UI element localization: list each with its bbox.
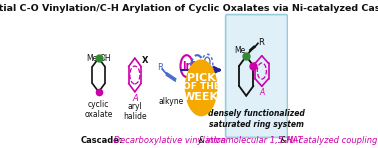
Text: densely functionalized
saturated ring system: densely functionalized saturated ring sy…: [208, 109, 305, 130]
FancyBboxPatch shape: [226, 15, 287, 137]
Text: intramolecular 1,5-HAT: intramolecular 1,5-HAT: [206, 136, 302, 145]
Text: R: R: [259, 38, 264, 47]
Text: Ni: Ni: [191, 61, 203, 71]
Text: &: &: [275, 136, 292, 145]
Text: Ir: Ir: [183, 61, 191, 71]
Text: alkyne: alkyne: [158, 97, 184, 106]
Text: aryl
halide: aryl halide: [123, 102, 147, 121]
Text: PICK: PICK: [187, 73, 215, 83]
Text: Me: Me: [234, 46, 245, 55]
Text: A: A: [259, 88, 265, 97]
Text: A: A: [132, 94, 138, 103]
Text: cyclic
oxalate: cyclic oxalate: [84, 100, 113, 119]
Text: OH: OH: [100, 54, 112, 63]
Text: Ni-catalyzed coupling: Ni-catalyzed coupling: [287, 136, 378, 145]
Text: Cascade:: Cascade:: [80, 136, 122, 145]
Text: X: X: [142, 56, 148, 65]
Text: R: R: [157, 63, 163, 72]
Text: Sequential C-O Vinylation/C-H Arylation of Cyclic Oxalates via Ni-catalyzed Casc: Sequential C-O Vinylation/C-H Arylation …: [0, 4, 378, 13]
Text: Decarboxylative vinylation: Decarboxylative vinylation: [111, 136, 226, 145]
Text: Me: Me: [86, 54, 98, 63]
Text: OF THE: OF THE: [183, 82, 220, 91]
Text: WEEK: WEEK: [183, 92, 219, 102]
Circle shape: [186, 60, 217, 116]
Text: &: &: [194, 136, 210, 145]
